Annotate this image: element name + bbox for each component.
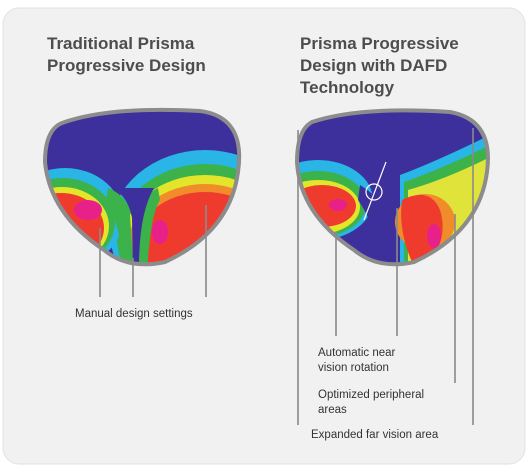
right-title: Technology (300, 78, 395, 97)
left-lens-frame (42, 107, 242, 267)
label: Automatic near (318, 347, 396, 359)
right-title: Design with DAFD (300, 56, 447, 75)
label: Manual design settings (75, 308, 193, 320)
pointer-lines (99, 128, 474, 425)
label: Expanded far vision area (311, 429, 439, 441)
right-title: Prisma Progressive (300, 34, 459, 53)
left-title: Progressive Design (47, 56, 206, 75)
label: areas (318, 404, 347, 416)
left-title: Traditional Prisma (47, 34, 195, 53)
label: Optimized peripheral (318, 389, 424, 401)
label: vision rotation (318, 362, 389, 374)
